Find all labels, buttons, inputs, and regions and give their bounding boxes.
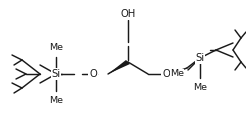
Text: Me: Me (193, 83, 207, 92)
Text: Si: Si (51, 69, 61, 79)
Text: O: O (162, 69, 170, 79)
Text: Me: Me (49, 43, 63, 52)
Text: Me: Me (170, 69, 184, 79)
Polygon shape (108, 60, 130, 74)
Text: Si: Si (195, 53, 205, 63)
Text: O: O (89, 69, 97, 79)
Text: Me: Me (49, 96, 63, 105)
Text: OH: OH (120, 9, 136, 19)
